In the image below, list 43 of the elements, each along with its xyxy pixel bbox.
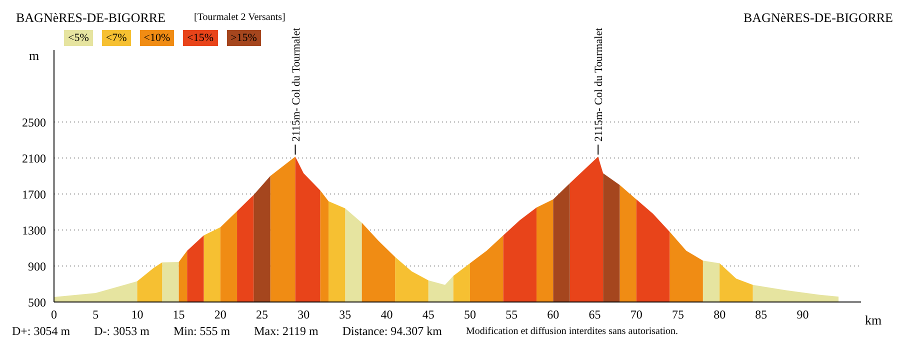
x-tick-label: 35 (339, 308, 352, 322)
text: <10% (140, 30, 174, 46)
x-tick-label: 65 (588, 308, 601, 322)
text: <5% (64, 30, 93, 46)
annotation: 2115m- Col du Tourmalet (290, 28, 302, 142)
x-tick-label: 20 (214, 308, 226, 322)
text: Modification et diffusion interdites sans autorisation. (466, 326, 678, 337)
x-tick-label: 90 (796, 308, 809, 322)
text: >15% (226, 30, 261, 46)
x-tick-label: 50 (464, 308, 476, 322)
y-tick-label: 500 (28, 295, 46, 310)
x-tick-label: 30 (298, 308, 310, 322)
x-tick-label: 45 (422, 308, 434, 322)
y-tick-label: 1300 (22, 223, 46, 238)
x-tick-label: 5 (92, 308, 99, 322)
text: Distance: 94.307 km (342, 324, 442, 339)
y-tick-label: 900 (28, 259, 46, 274)
y-axis-title: m (28, 48, 40, 63)
y-tick-label: 2100 (22, 151, 46, 166)
y-tick-label: 1700 (22, 187, 46, 202)
chart-title: [Tourmalet 2 Versants] (194, 12, 286, 23)
x-tick-label: 80 (714, 308, 726, 322)
text: D-: 3053 m (94, 324, 150, 339)
x-tick-label: 55 (506, 308, 518, 322)
x-tick-label: 70 (630, 308, 642, 322)
x-tick-label: 60 (547, 308, 560, 322)
x-tick-label: 75 (672, 308, 684, 322)
x-axis-title: km (865, 312, 882, 328)
x-tick-label: 0 (51, 308, 57, 322)
x-tick-label: 25 (256, 308, 268, 322)
x-tick-label: 10 (131, 308, 144, 322)
text: <7% (102, 30, 131, 46)
x-tick-label: 15 (172, 308, 185, 322)
x-tick-label: 40 (380, 308, 393, 322)
text: Min: 555 m (173, 324, 230, 339)
text: BAGNèRES-DE-BIGORRE (744, 10, 893, 26)
text: <15% (183, 30, 218, 46)
y-tick-label: 2500 (22, 115, 46, 130)
x-tick-label: 85 (755, 308, 768, 322)
text: Max: 2119 m (254, 324, 318, 339)
text: BAGNèRES-DE-BIGORRE (16, 10, 166, 26)
annotation: 2115m- Col du Tourmalet (593, 28, 606, 142)
text: D+: 3054 m (12, 324, 70, 339)
